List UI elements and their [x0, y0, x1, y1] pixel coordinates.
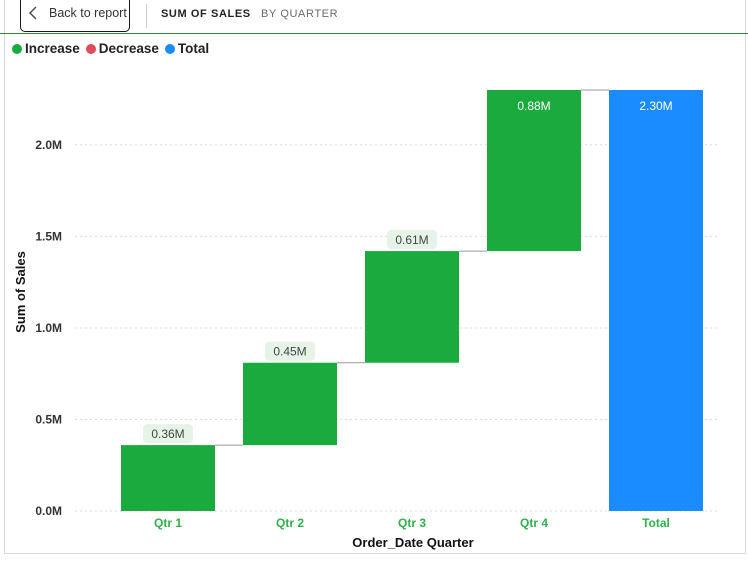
legend-item-increase[interactable]: Increase — [12, 41, 80, 56]
data-labels: 0.36M 0.45M 0.61M 0.88M 2.30M — [143, 99, 673, 444]
legend-label-decrease: Decrease — [98, 41, 159, 56]
x-tick-label: Qtr 1 — [154, 516, 182, 530]
y-axis-ticks: 0.0M 0.5M 1.0M 1.5M 2.0M — [35, 138, 62, 518]
header-divider — [146, 4, 147, 28]
y-tick-label: 1.5M — [35, 229, 62, 243]
x-tick-label: Qtr 2 — [276, 516, 304, 530]
bar-qtr-4[interactable] — [487, 90, 581, 252]
back-to-report-button[interactable]: Back to report — [20, 0, 130, 32]
legend-dot-decrease — [85, 43, 96, 54]
legend-dot-increase — [12, 43, 22, 54]
drillthrough-header: Back to report SUM OF SALES BY QUARTER — [0, 0, 748, 34]
connector-lines — [215, 89, 609, 446]
data-label: 0.45M — [273, 345, 306, 359]
y-axis-title: Sum of Sales — [13, 251, 28, 333]
chevron-left-icon — [29, 6, 37, 20]
legend-label-increase: Increase — [25, 41, 80, 56]
bar-qtr-3[interactable] — [365, 251, 459, 363]
legend-label-total: Total — [177, 41, 210, 56]
y-tick-label: 1.0M — [35, 321, 62, 335]
data-label: 2.30M — [639, 99, 672, 113]
back-to-report-label: Back to report — [49, 6, 127, 20]
data-label-background — [387, 230, 437, 250]
data-label-background — [265, 341, 315, 361]
breadcrumb-by-quarter: BY QUARTER — [261, 8, 339, 20]
x-tick-label: Total — [642, 516, 670, 530]
bars — [121, 90, 703, 511]
x-tick-label: Qtr 3 — [398, 516, 426, 530]
breadcrumb-sum-of-sales: SUM OF SALES — [161, 8, 251, 20]
y-tick-label: 2.0M — [35, 138, 62, 152]
data-label: 0.61M — [395, 233, 428, 247]
x-axis-ticks: Qtr 1 Qtr 2 Qtr 3 Qtr 4 Total — [154, 516, 670, 530]
y-tick-label: 0.0M — [35, 504, 62, 518]
bar-total[interactable] — [609, 90, 703, 511]
bar-qtr-2[interactable] — [243, 362, 337, 446]
visual-frame — [4, 0, 746, 554]
x-tick-label: Qtr 4 — [520, 516, 548, 530]
y-tick-label: 0.5M — [35, 412, 62, 426]
data-label: 0.36M — [151, 427, 184, 441]
legend-dot-total — [164, 43, 175, 54]
legend-item-decrease[interactable]: Decrease — [85, 41, 159, 56]
data-label-background — [143, 424, 193, 444]
bar-qtr-1[interactable] — [121, 445, 215, 511]
x-axis-title: Order_Date Quarter — [352, 535, 473, 550]
legend-item-total[interactable]: Total — [164, 41, 210, 56]
data-label: 0.88M — [517, 99, 550, 113]
chart-legend: Increase Decrease Total — [12, 41, 215, 56]
